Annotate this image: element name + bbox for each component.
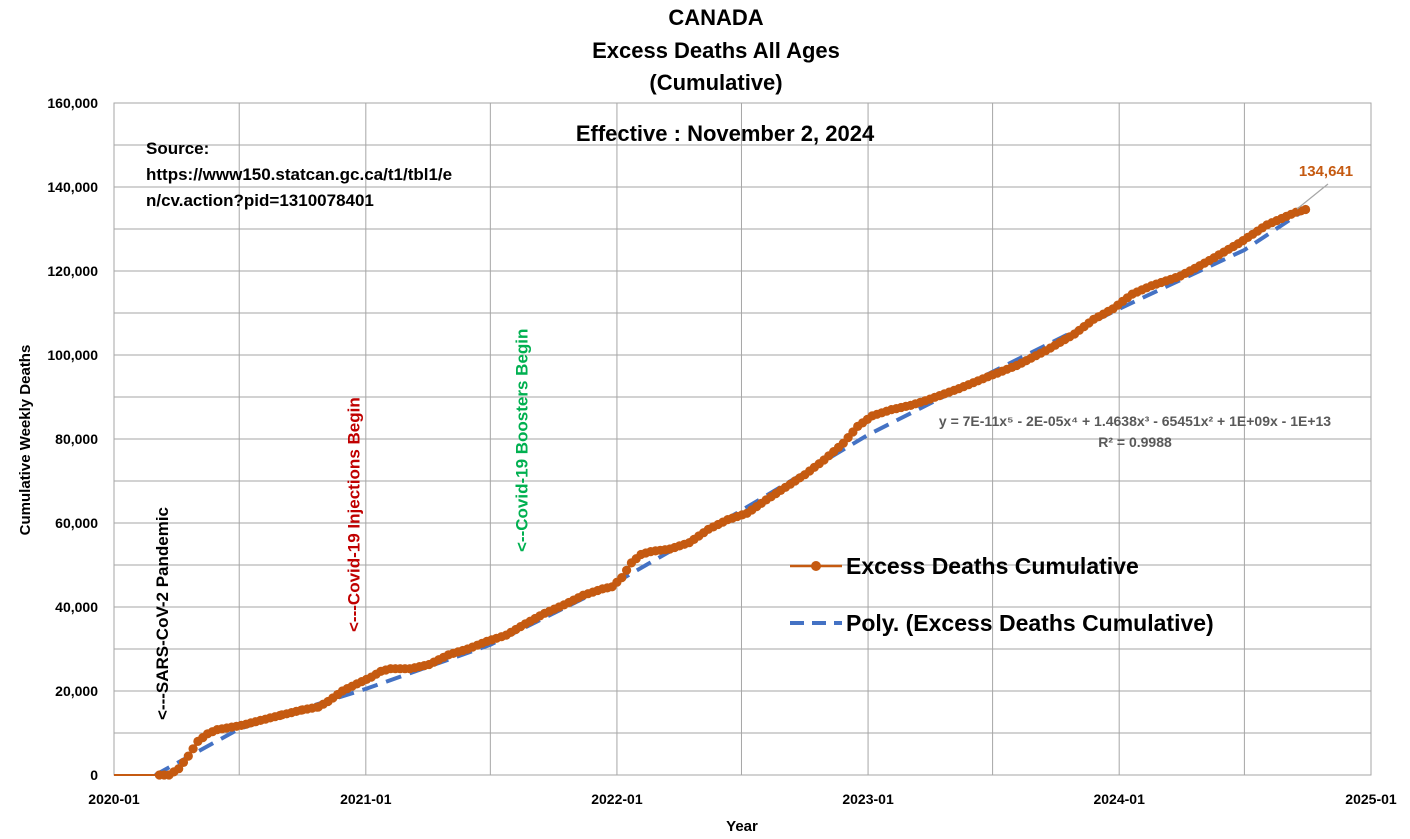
source-line-2: https://www150.statcan.gc.ca/t1/tbl1/e: [146, 165, 452, 184]
x-tick-label: 2024-01: [1093, 791, 1145, 807]
y-tick-label: 100,000: [47, 347, 98, 363]
y-tick-labels: 0 20,000 40,000 60,000 80,000 100,000 120,000 1…: [47, 95, 98, 783]
series-marker: [622, 565, 632, 575]
chart-title-line-3: (Cumulative): [649, 70, 782, 95]
y-tick-label: 80,000: [55, 431, 98, 447]
series-marker: [178, 757, 189, 768]
series-marker: [183, 751, 193, 761]
x-axis-label: Year: [726, 818, 758, 835]
end-label-leader-line: [1296, 183, 1329, 210]
trendline-equation: y = 7E-11x⁵ - 2E-05x⁴ + 1.4638x³ - 65451…: [939, 413, 1331, 429]
legend-label-trendline: Poly. (Excess Deaths Cumulative): [846, 610, 1214, 636]
excess-deaths-series: [114, 204, 1311, 780]
legend: Excess Deaths Cumulative Poly. (Excess D…: [790, 553, 1214, 636]
source-line-1: Source:: [146, 139, 209, 158]
r-squared: R² = 0.9988: [1098, 434, 1172, 450]
chart-title-line-1: CANADA: [668, 5, 763, 30]
y-tick-label: 0: [90, 767, 98, 783]
y-tick-label: 140,000: [47, 179, 98, 195]
end-value-label: 134,641: [1299, 163, 1353, 180]
series-marker: [617, 573, 627, 583]
chart-subtitle: Effective : November 2, 2024: [576, 121, 875, 146]
x-tick-label: 2023-01: [842, 791, 894, 807]
x-tick-label: 2025-01: [1345, 791, 1397, 807]
series-marker: [174, 764, 184, 774]
y-axis-label: Cumulative Weekly Deaths: [17, 345, 34, 536]
y-tick-label: 60,000: [55, 515, 98, 531]
annotation-label: <--Covid-19 Boosters Begin: [512, 329, 531, 552]
y-tick-label: 120,000: [47, 263, 98, 279]
x-tick-label: 2021-01: [340, 791, 392, 807]
series-marker: [1301, 204, 1311, 215]
y-tick-label: 160,000: [47, 95, 98, 111]
annotation-label: <---SARS-CoV-2 Pandemic: [153, 507, 172, 720]
chart-title-line-2: Excess Deaths All Ages: [592, 38, 840, 63]
series-marker: [188, 744, 198, 754]
annotation-label: <---Covid-19 Injections Begin: [344, 397, 363, 632]
legend-marker-series: [811, 561, 821, 571]
source-line-3: n/cv.action?pid=1310078401: [146, 191, 374, 210]
x-tick-labels: 2020-01 2021-01 2022-01 2023-01 2024-01 2025-…: [88, 791, 1397, 807]
plot-area: [113, 102, 1372, 776]
annotations: <---SARS-CoV-2 Pandemic <---Covid-19 Inje…: [153, 329, 531, 720]
y-tick-label: 40,000: [55, 599, 98, 615]
plot-border: [113, 102, 1372, 776]
legend-label-series: Excess Deaths Cumulative: [846, 553, 1139, 579]
x-tick-label: 2020-01: [88, 791, 140, 807]
x-tick-label: 2022-01: [591, 791, 643, 807]
y-tick-label: 20,000: [55, 683, 98, 699]
